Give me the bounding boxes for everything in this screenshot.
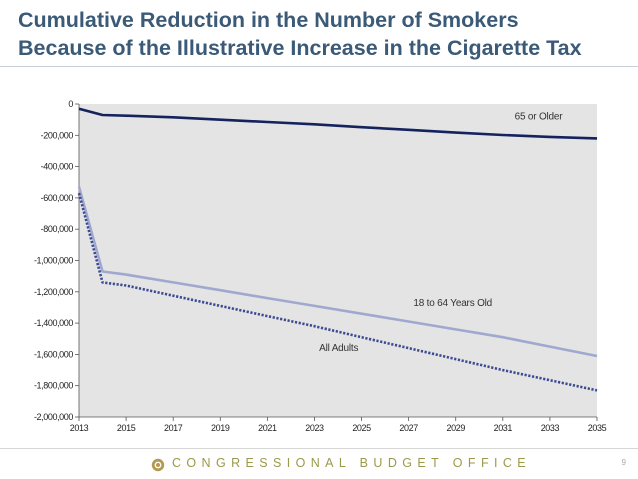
series-label-18-to-64-years-old: 18 to 64 Years Old [413, 298, 492, 309]
x-tick-label: 2027 [399, 423, 418, 433]
annotation-layer: 65 or Older 18 to 64 Years Old All Adults [319, 112, 563, 355]
series-line-65-or-older [78, 107, 598, 140]
smokers-reduction-chart: 0 -200,000 -400,000 -600,000 -800,000 -1,000,… [34, 99, 607, 433]
x-tick-label: 2013 [70, 423, 89, 433]
series-label-65-or-older: 65 or Older [515, 112, 564, 123]
y-tick-label: -1,800,000 [34, 381, 73, 391]
slide-title-line1: Cumulative Reduction in the Number of Sm… [18, 8, 519, 32]
series-layer [77, 107, 598, 392]
footer-agency-name: CONGRESSIONAL BUDGET OFFICE [172, 456, 532, 470]
x-tick-label: 2029 [447, 423, 466, 433]
y-tick-label: -200,000 [41, 130, 74, 140]
x-tick-label: 2019 [211, 423, 230, 433]
slide-title: Cumulative Reduction in the Number of Sm… [18, 6, 628, 62]
plot-area [79, 104, 597, 417]
series-line-all-adults [77, 192, 598, 392]
title-divider [0, 66, 638, 67]
y-tick-label: -1,200,000 [34, 287, 73, 297]
series-line-18-to-64-years-old [77, 186, 598, 358]
y-tick-label: -400,000 [41, 162, 74, 172]
cbo-logo-icon [151, 458, 165, 472]
footer-divider [0, 448, 638, 449]
x-tick-label: 2033 [541, 423, 560, 433]
x-tick-label: 2025 [352, 423, 371, 433]
x-tick-label: 2031 [494, 423, 513, 433]
x-tick-label: 2021 [258, 423, 277, 433]
y-tick-label: -1,400,000 [34, 318, 73, 328]
y-tick-label: -2,000,000 [34, 412, 73, 422]
y-tick-label: -1,600,000 [34, 349, 73, 359]
x-axis: 2013 2015 2017 2019 2021 2023 2025 2027 2029 2031… [70, 416, 607, 433]
page-number: 9 [621, 458, 626, 467]
x-tick-label: 2015 [117, 423, 136, 433]
y-tick-label: -800,000 [41, 224, 74, 234]
x-tick-label: 2035 [588, 423, 607, 433]
y-tick-label: -600,000 [41, 193, 74, 203]
series-label-all-adults: All Adults [319, 343, 358, 354]
y-tick-label: 0 [68, 99, 73, 109]
slide-title-line2: Because of the Illustrative Increase in … [18, 36, 582, 60]
x-tick-label: 2017 [164, 423, 183, 433]
y-tick-label: -1,000,000 [34, 256, 73, 266]
x-tick-label: 2023 [305, 423, 324, 433]
y-axis: 0 -200,000 -400,000 -600,000 -800,000 -1,000,… [34, 99, 80, 422]
